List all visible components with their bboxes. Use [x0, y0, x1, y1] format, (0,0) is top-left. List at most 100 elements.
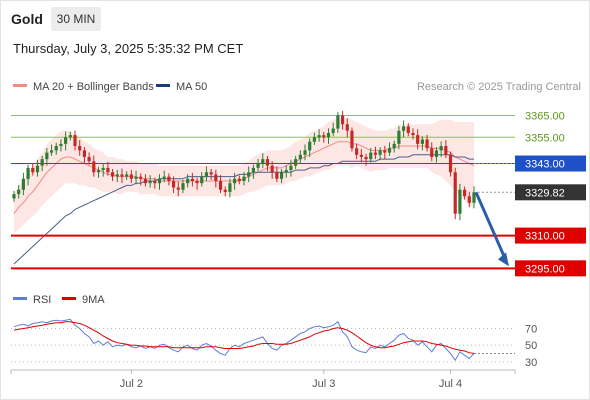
- candle-body: [21, 178, 25, 190]
- candle-body: [190, 178, 194, 181]
- rsi-tick-label: 30: [525, 357, 537, 369]
- candle-body: [64, 137, 68, 144]
- candle-body: [134, 176, 138, 179]
- candle-body: [92, 161, 96, 173]
- candle-body: [275, 172, 279, 179]
- candle-body: [308, 141, 312, 151]
- candle-body: [223, 189, 227, 192]
- candle-body: [218, 180, 223, 190]
- candle-body: [289, 165, 293, 171]
- candle-body: [181, 183, 185, 190]
- candle-body: [378, 150, 382, 155]
- chart-datetime: Thursday, July 3, 2025 5:35:32 PM CET: [13, 41, 244, 56]
- candle-body: [430, 148, 434, 157]
- x-axis-tick-label: Jul 4: [439, 378, 462, 390]
- rsi-legend-swatch: [13, 297, 27, 300]
- rsi-tick-label: 50: [525, 340, 537, 352]
- candle-body: [171, 180, 176, 188]
- pivot-label: 3343.00: [525, 159, 565, 171]
- candle-body: [439, 146, 443, 151]
- candle-body: [204, 172, 209, 177]
- candle-body: [200, 176, 204, 184]
- candle-body: [406, 126, 410, 133]
- credit-text: Research © 2025 Trading Central: [417, 81, 581, 93]
- support-tag: [515, 227, 586, 244]
- ma20-legend-swatch: [13, 84, 27, 87]
- candle-body: [73, 135, 77, 147]
- ma50-legend-label: MA 50: [176, 81, 207, 93]
- candle-body: [420, 139, 424, 144]
- candle-body: [68, 135, 72, 138]
- candle-body: [373, 152, 378, 155]
- candle-body: [148, 180, 152, 184]
- candle-body: [261, 159, 265, 164]
- candle-body: [242, 176, 246, 181]
- candle-body: [463, 189, 467, 197]
- candle-body: [425, 139, 429, 149]
- timeframe-tab[interactable]: 30 MIN: [51, 7, 101, 31]
- candle-body: [49, 150, 54, 153]
- candle-body: [129, 174, 133, 179]
- candle-body: [17, 189, 21, 195]
- candle-body: [162, 176, 166, 179]
- candle-body: [458, 189, 462, 214]
- candle-body: [331, 128, 335, 133]
- rsi-tick-label: 70: [525, 324, 537, 336]
- candle-body: [336, 115, 340, 129]
- candle-body: [383, 150, 387, 153]
- candle-body: [444, 146, 448, 155]
- candle-body: [59, 143, 63, 147]
- candle-body: [279, 172, 284, 179]
- candle-body: [472, 192, 476, 203]
- ma50-legend-swatch: [156, 84, 170, 87]
- candle-body: [453, 172, 457, 214]
- rsi-ma-legend-label: 9MA: [82, 294, 105, 306]
- candle-body: [78, 146, 82, 151]
- candle-body: [125, 174, 129, 177]
- candle-body: [167, 176, 171, 181]
- candle-body: [247, 172, 251, 177]
- support-tag: [515, 260, 586, 277]
- resistance-label: 3365.00: [525, 110, 565, 122]
- candle-body: [392, 143, 396, 149]
- candle-body: [233, 178, 237, 184]
- candle-body: [143, 178, 148, 184]
- candle-body: [139, 176, 143, 179]
- x-axis-tick-label: Jul 2: [120, 378, 143, 390]
- candle-body: [387, 148, 392, 153]
- candle-body: [195, 180, 199, 184]
- candle-body: [345, 124, 349, 131]
- candle-body: [411, 132, 415, 136]
- projection-arrowhead: [498, 252, 509, 267]
- candle-body: [31, 167, 35, 173]
- candle-body: [298, 154, 302, 160]
- candle-body: [284, 170, 288, 173]
- rsi-ma-line: [13, 321, 475, 354]
- candle-body: [115, 174, 119, 177]
- current-price-label: 3329.82: [525, 187, 565, 199]
- candle-body: [214, 174, 218, 181]
- candle-body: [256, 163, 260, 168]
- candle-body: [350, 130, 354, 149]
- candle-body: [364, 156, 368, 160]
- candle-body: [12, 194, 16, 199]
- rsi-legend-label: RSI: [33, 294, 51, 306]
- candle-body: [110, 172, 115, 177]
- candle-body: [228, 183, 232, 192]
- candle-body: [340, 115, 345, 125]
- candle-body: [251, 167, 255, 173]
- candle-body: [265, 159, 270, 166]
- candle-body: [186, 178, 190, 184]
- candle-body: [326, 132, 331, 138]
- pivot-tag: [515, 155, 586, 172]
- candle-body: [467, 196, 471, 203]
- candle-body: [157, 178, 162, 184]
- candle-body: [82, 150, 87, 157]
- candle-body: [312, 137, 317, 142]
- candle-body: [322, 135, 326, 138]
- candle-body: [40, 159, 44, 166]
- projection-arrow-shaft: [474, 191, 507, 259]
- candle-body: [434, 150, 439, 157]
- candle-body: [54, 146, 58, 151]
- support-label: 3295.00: [525, 263, 565, 275]
